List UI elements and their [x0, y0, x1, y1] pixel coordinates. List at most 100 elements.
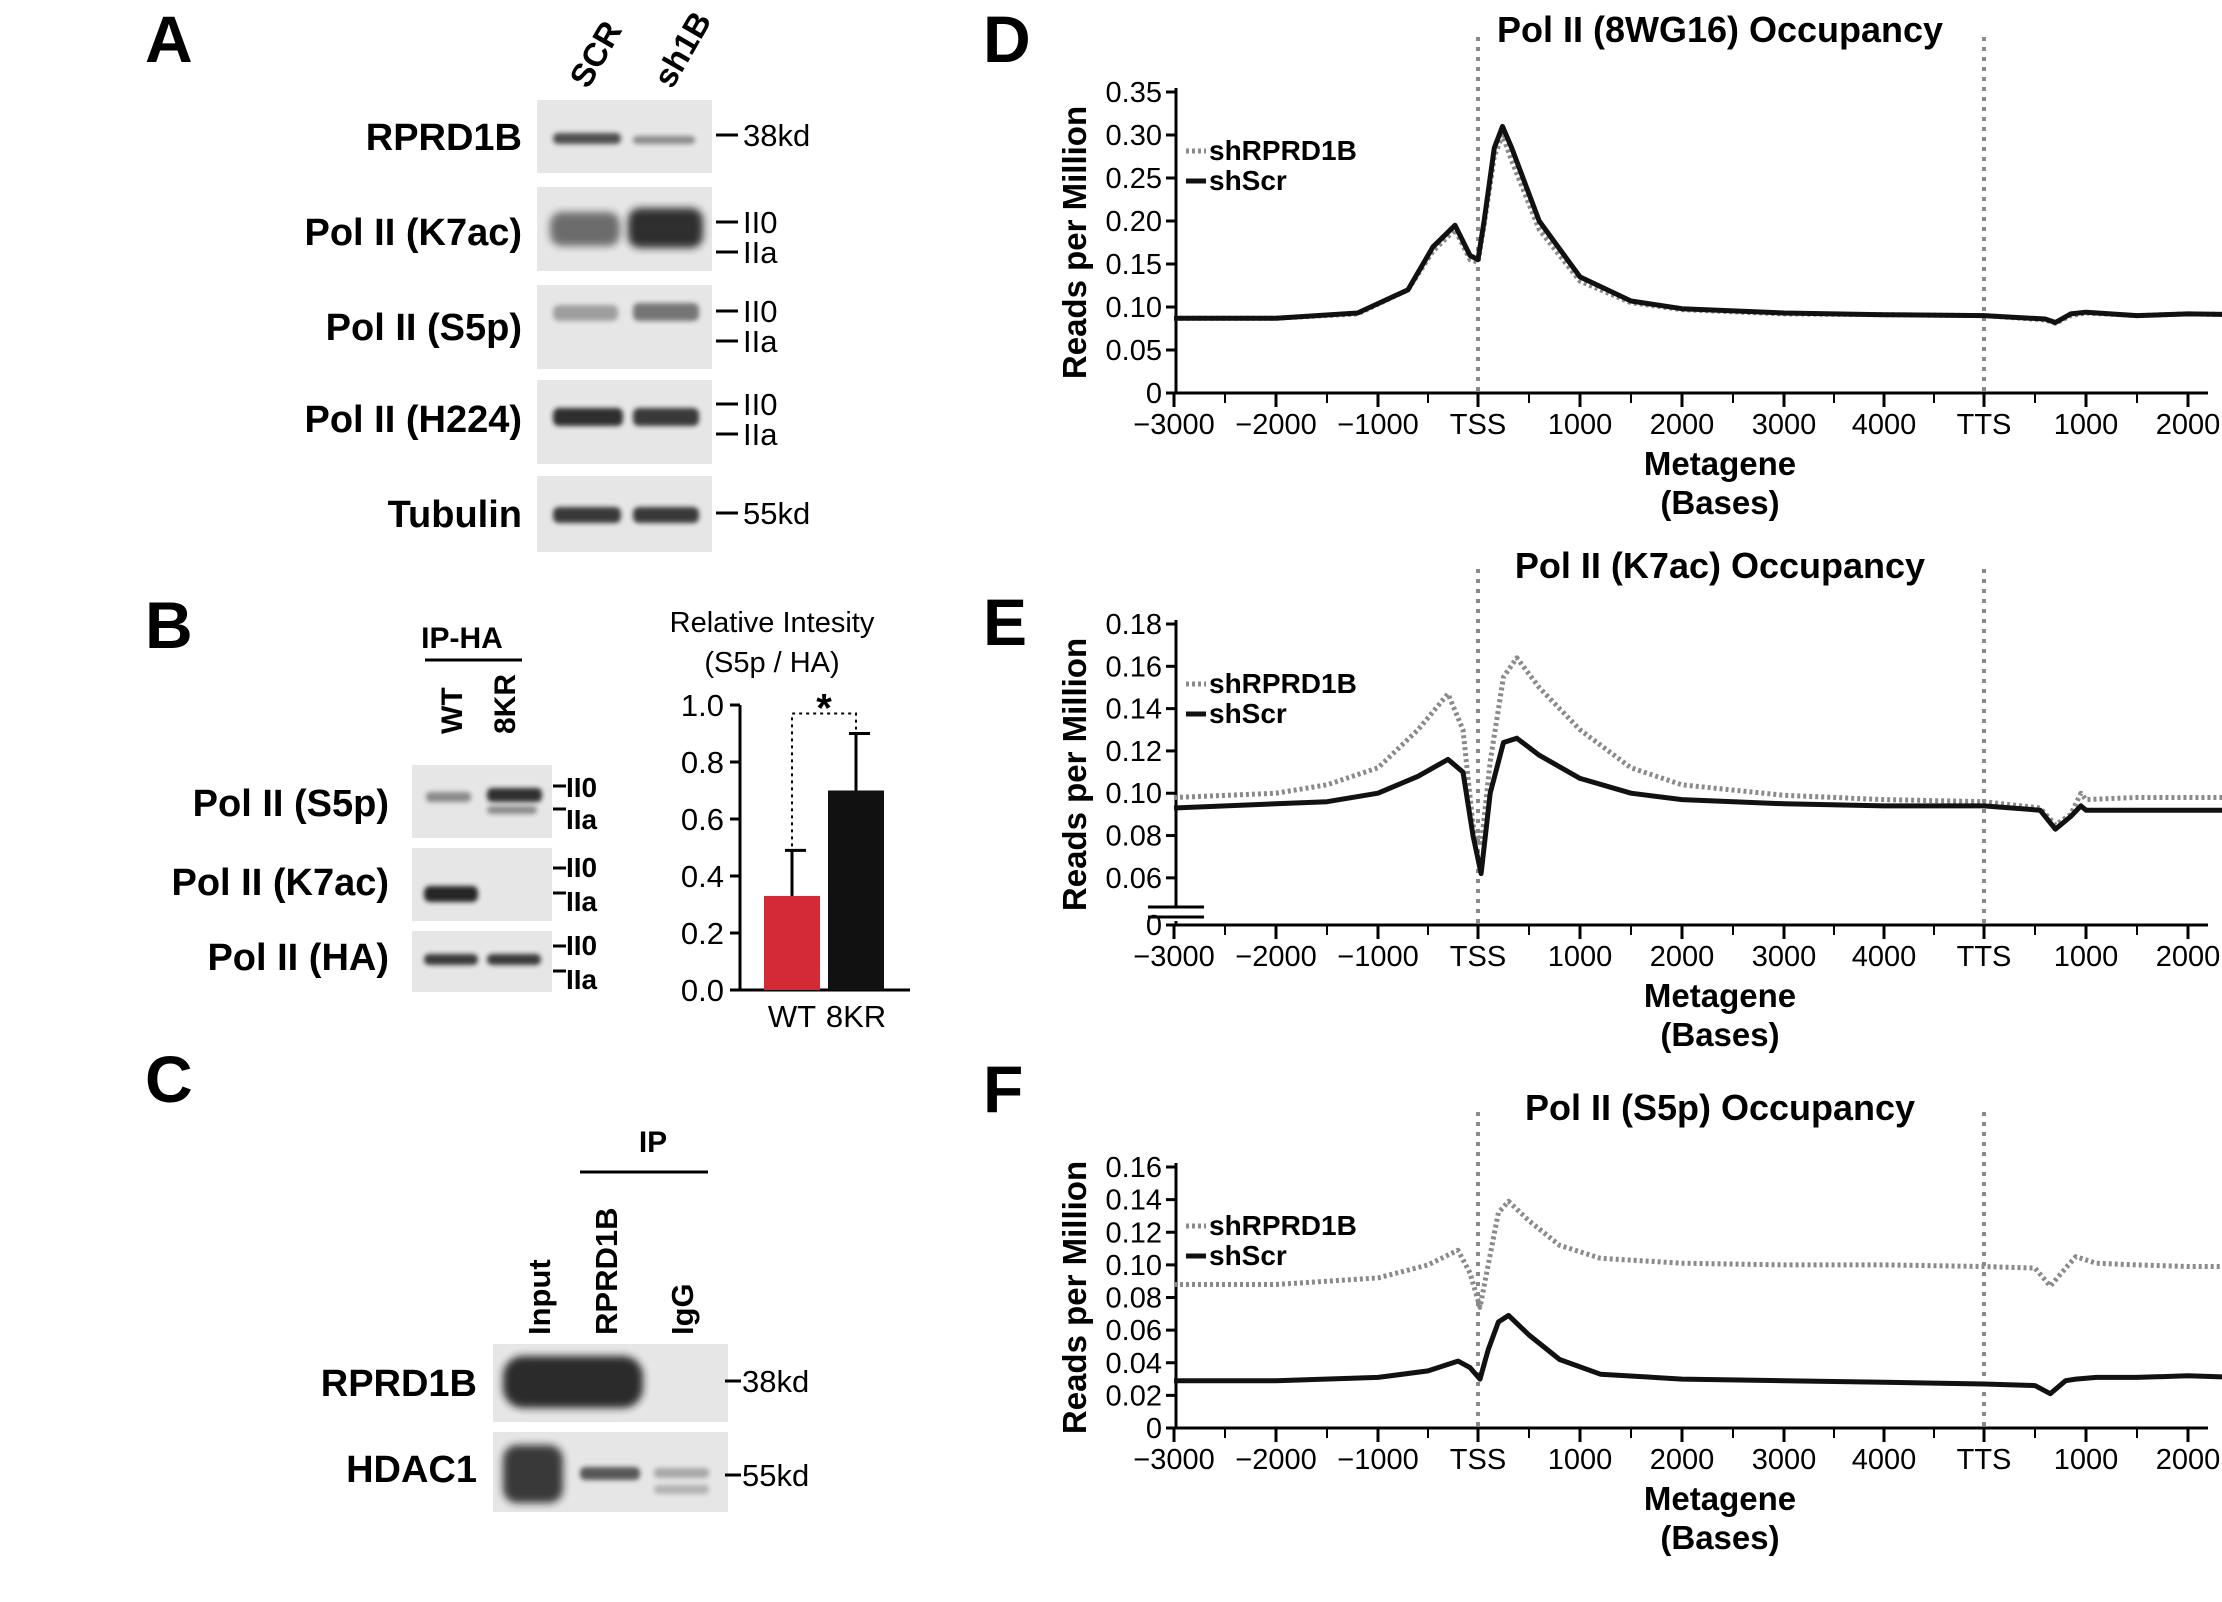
- chart-title: Pol II (S5p) Occupancy: [1525, 1087, 1915, 1128]
- band: [487, 788, 542, 802]
- marker-a-s5p-ii0: II0: [743, 294, 777, 329]
- significance-star: *: [816, 687, 832, 731]
- y-tick-label: 0.30: [1106, 120, 1162, 152]
- y-tick-label: 0.0: [681, 973, 724, 1008]
- series-line-shscr: [1174, 1312, 2222, 1397]
- y-tick-label: 0.15: [1106, 249, 1162, 281]
- marker-ticks-c: [725, 1379, 741, 1477]
- band: [503, 1356, 643, 1408]
- marker-c-55kd: 55kd: [742, 1458, 809, 1493]
- band: [580, 1467, 640, 1480]
- y-tick-label: 0.04: [1106, 1348, 1162, 1380]
- marker-a-38kd: 38kd: [743, 118, 810, 153]
- band: [424, 954, 478, 965]
- marker-b-s5p-iia: IIa: [566, 804, 598, 835]
- marker-b-k7ac-iia: IIa: [566, 886, 598, 917]
- y-axis-title: Reads per Million: [1056, 1161, 1093, 1434]
- y-tick-label: 0.16: [1106, 651, 1162, 683]
- row-label-h224: Pol II (H224): [305, 399, 523, 441]
- row-label-rprd1b: RPRD1B: [366, 117, 522, 159]
- x-tick-label: −3000: [1133, 409, 1214, 441]
- y-axis-title: Reads per Million: [1056, 638, 1093, 911]
- series-line-shrprd1b: [1174, 1198, 2222, 1310]
- y-tick-label: 0.8: [681, 745, 724, 780]
- y-tick-label: 0.35: [1106, 77, 1162, 109]
- marker-b-ha-ii0: II0: [566, 930, 597, 961]
- x-tick-label: TSS: [1450, 941, 1506, 973]
- band: [628, 208, 703, 248]
- x-tick-label: 3000: [1752, 409, 1817, 441]
- band: [633, 303, 699, 321]
- lane-label-rprd1b: RPRD1B: [589, 1208, 624, 1335]
- blot-b-k7ac: [412, 848, 552, 921]
- series-line-shscr: [1174, 123, 2222, 325]
- row-label-b-k7ac: Pol II (K7ac): [172, 862, 390, 904]
- y-tick-label: 0.16: [1106, 1152, 1162, 1184]
- x-tick-label: 1000: [1548, 941, 1613, 973]
- panel-letter-b: B: [145, 588, 193, 662]
- x-tick-label: TSS: [1450, 1444, 1506, 1476]
- y-tick-label: 0: [1146, 378, 1162, 410]
- x-tick-label: 1000: [1548, 409, 1613, 441]
- legend-label-shrprd1b: shRPRD1B: [1209, 1210, 1357, 1241]
- x-tick-label: −3000: [1133, 1444, 1214, 1476]
- row-label-b-ha: Pol II (HA): [207, 937, 389, 979]
- y-tick-label: 0.10: [1106, 292, 1162, 324]
- panel-letter-d: D: [983, 2, 1031, 76]
- band: [503, 1445, 563, 1503]
- row-label-s5p: Pol II (S5p): [326, 307, 522, 349]
- blot-a-s5p: [537, 285, 712, 369]
- x-tick-label: 2000: [1650, 941, 1715, 973]
- panel-letter-a: A: [145, 2, 193, 76]
- band: [426, 792, 471, 802]
- x-tick-label: 8KR: [826, 999, 886, 1034]
- band: [654, 1485, 709, 1494]
- y-tick-label: 0.10: [1106, 1250, 1162, 1282]
- y-tick-label: 0.05: [1106, 335, 1162, 367]
- y-tick-label: 0.06: [1106, 863, 1162, 895]
- x-axis-title: Metagene: [1644, 445, 1796, 482]
- x-tick-label: 3000: [1752, 941, 1817, 973]
- band: [550, 212, 620, 246]
- y-tick-label: 0.02: [1106, 1380, 1162, 1412]
- marker-b-ha-iia: IIa: [566, 964, 598, 995]
- marker-b-s5p-ii0: II0: [566, 772, 597, 803]
- band: [424, 886, 478, 902]
- marker-a-h224-iia: IIa: [743, 417, 778, 452]
- x-tick-label: TTS: [1957, 409, 2012, 441]
- row-label-b-s5p: Pol II (S5p): [193, 783, 389, 825]
- band: [487, 954, 541, 965]
- chart-title: Pol II (8WG16) Occupancy: [1497, 9, 1943, 50]
- bar-title-line1: Relative Intesity: [670, 607, 875, 639]
- x-axis-title-line2: (Bases): [1660, 484, 1779, 521]
- bar-8kr: [828, 790, 884, 990]
- x-tick-label: 2000: [2156, 409, 2221, 441]
- x-tick-label: TSS: [1450, 409, 1506, 441]
- x-tick-label: −2000: [1235, 941, 1316, 973]
- legend-label-shscr: shScr: [1209, 698, 1287, 729]
- x-tick-label: WT: [768, 999, 816, 1034]
- marker-a-h224-ii0: II0: [743, 387, 777, 422]
- marker-c-38kd: 38kd: [742, 1364, 809, 1399]
- band: [633, 507, 699, 523]
- line-chart-f: Pol II (S5p) Occupancy00.020.040.060.080…: [1056, 1087, 2222, 1556]
- y-tick-label: 0: [1146, 910, 1162, 942]
- y-tick-label: 0.10: [1106, 778, 1162, 810]
- x-axis-title-line2: (Bases): [1660, 1519, 1779, 1556]
- marker-a-k7ac-ii0: II0: [743, 205, 777, 240]
- y-tick-label: 0.18: [1106, 609, 1162, 641]
- x-tick-label: 4000: [1852, 409, 1917, 441]
- row-label-tubulin: Tubulin: [388, 494, 522, 536]
- y-tick-label: 0.14: [1106, 694, 1162, 726]
- marker-ticks-a: [716, 133, 738, 515]
- blot-b-bands: [424, 788, 542, 965]
- band: [654, 1468, 709, 1478]
- bar-title-line2: (S5p / HA): [704, 647, 839, 679]
- x-tick-label: −2000: [1235, 409, 1316, 441]
- lane-label-sh1b: sh1B: [646, 5, 718, 93]
- panel-letter-f: F: [983, 1052, 1023, 1126]
- blot-c-bands: [503, 1356, 709, 1503]
- x-tick-label: −1000: [1337, 1444, 1418, 1476]
- band: [553, 133, 621, 144]
- x-tick-label: 1000: [2054, 941, 2119, 973]
